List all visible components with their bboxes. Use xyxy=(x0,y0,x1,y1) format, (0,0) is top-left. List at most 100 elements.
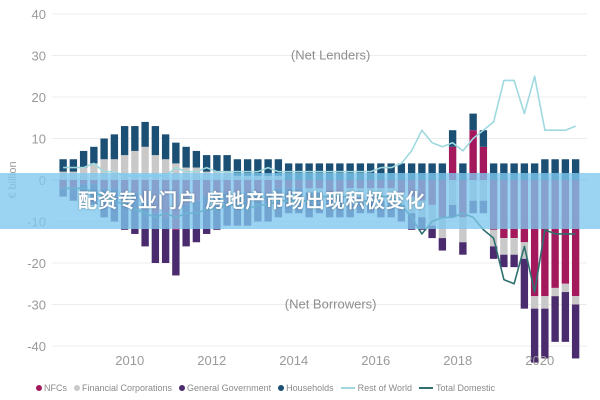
bar-general-government xyxy=(561,292,570,342)
bar-financial-corporations xyxy=(90,163,98,180)
bar-households xyxy=(213,155,221,172)
bar-households xyxy=(561,159,570,180)
bar-households xyxy=(151,126,160,156)
legend: NFCs Financial Corporations General Govern… xyxy=(36,380,502,396)
bar-households xyxy=(520,163,529,180)
bar-households xyxy=(90,146,98,164)
bar-households xyxy=(541,159,549,180)
bar-households xyxy=(110,134,119,160)
bar-financial-corporations xyxy=(131,150,139,180)
bars xyxy=(59,113,580,363)
legend-line-swatch xyxy=(418,387,433,389)
bar-households xyxy=(254,159,262,176)
x-tick-label: 2016 xyxy=(361,353,390,368)
bar-households xyxy=(438,163,447,180)
annotation: (Net Lenders) xyxy=(291,48,370,63)
y-tick-label: -40 xyxy=(27,339,46,354)
bar-households xyxy=(120,126,129,156)
bar-financial-corporations xyxy=(120,155,129,180)
bar-households xyxy=(530,163,539,180)
legend-item: General Government xyxy=(179,383,271,393)
bar-households xyxy=(172,142,180,164)
bar-financial-corporations xyxy=(510,238,518,255)
bar-general-government xyxy=(459,242,467,255)
legend-item: NFCs xyxy=(36,383,67,393)
bar-households xyxy=(141,121,149,147)
bar-households xyxy=(192,150,201,168)
bar-households xyxy=(407,163,416,180)
bar-nfcs xyxy=(479,146,488,180)
bar-households xyxy=(469,113,477,131)
bar-nfcs xyxy=(561,180,570,284)
legend-line-swatch xyxy=(340,387,355,389)
bar-financial-corporations xyxy=(561,283,570,293)
bar-households xyxy=(479,130,488,147)
bar-general-government xyxy=(571,304,580,359)
bar-nfcs xyxy=(571,180,580,297)
bar-financial-corporations xyxy=(161,159,170,180)
bar-financial-corporations xyxy=(541,296,549,309)
bar-households xyxy=(551,159,559,180)
bar-nfcs xyxy=(541,180,549,297)
bar-general-government xyxy=(161,217,170,263)
bar-financial-corporations xyxy=(141,146,149,180)
legend-item: Total Domestic xyxy=(418,383,496,393)
bar-financial-corporations xyxy=(571,296,580,305)
legend-dot-swatch xyxy=(36,385,42,391)
legend-label: Financial Corporations xyxy=(82,383,173,393)
bar-general-government xyxy=(541,308,549,359)
bar-financial-corporations xyxy=(551,287,559,297)
bar-households xyxy=(387,163,395,180)
bar-households xyxy=(182,146,190,168)
line-rest-of-world xyxy=(63,75,576,177)
bar-households xyxy=(500,163,508,180)
bar-households xyxy=(79,150,88,168)
bar-financial-corporations xyxy=(100,159,108,180)
banner-title: 配资专业门户 房地产市场出现积极变化 xyxy=(78,190,426,212)
y-tick-label: -30 xyxy=(27,298,46,313)
y-tick-label: 20 xyxy=(32,90,46,105)
chart-annotations: (Net Lenders) (Net Borrowers) xyxy=(285,48,377,312)
bar-households xyxy=(131,126,139,151)
x-tick-label: 2012 xyxy=(197,353,226,368)
bar-households xyxy=(428,163,436,180)
legend-dot-swatch xyxy=(74,385,80,391)
overlay-banner xyxy=(0,173,600,229)
legend-label: General Government xyxy=(187,383,272,393)
x-tick-labels: 2010 2012 2014 2016 2018 2020 xyxy=(115,353,554,368)
legend-label: NFCs xyxy=(44,383,67,393)
bar-general-government xyxy=(151,213,160,263)
x-tick-label: 2014 xyxy=(279,353,308,368)
legend-label: Rest of World xyxy=(357,383,412,393)
legend-label: Households xyxy=(286,383,334,393)
bar-financial-corporations xyxy=(500,238,508,255)
bar-general-government xyxy=(551,296,559,342)
y-tick-label: 30 xyxy=(32,49,46,64)
bar-financial-corporations xyxy=(520,242,529,259)
bar-households xyxy=(233,159,242,176)
bar-households xyxy=(69,159,78,172)
legend-item: Households xyxy=(278,383,334,393)
bar-households xyxy=(489,163,498,180)
legend-dot-swatch xyxy=(278,385,285,391)
bar-households xyxy=(202,155,211,172)
bar-households xyxy=(161,134,170,160)
bar-households xyxy=(223,155,231,172)
bar-general-government xyxy=(510,254,518,268)
bar-households xyxy=(100,138,108,160)
bar-general-government xyxy=(530,308,539,363)
bar-households xyxy=(274,159,283,176)
x-tick-label: 2018 xyxy=(443,353,472,368)
bar-financial-corporations xyxy=(459,217,467,243)
legend-label: Total Domestic xyxy=(435,383,496,393)
bar-households xyxy=(571,159,580,180)
y-tick-label: -20 xyxy=(27,256,46,271)
bar-households xyxy=(59,159,67,172)
y-tick-label: 40 xyxy=(32,7,46,22)
bar-general-government xyxy=(520,258,529,309)
bar-general-government xyxy=(500,254,508,268)
bar-households xyxy=(459,163,467,180)
bar-general-government xyxy=(428,225,436,239)
x-tick-label: 2020 xyxy=(525,353,554,368)
bar-financial-corporations xyxy=(151,155,160,180)
